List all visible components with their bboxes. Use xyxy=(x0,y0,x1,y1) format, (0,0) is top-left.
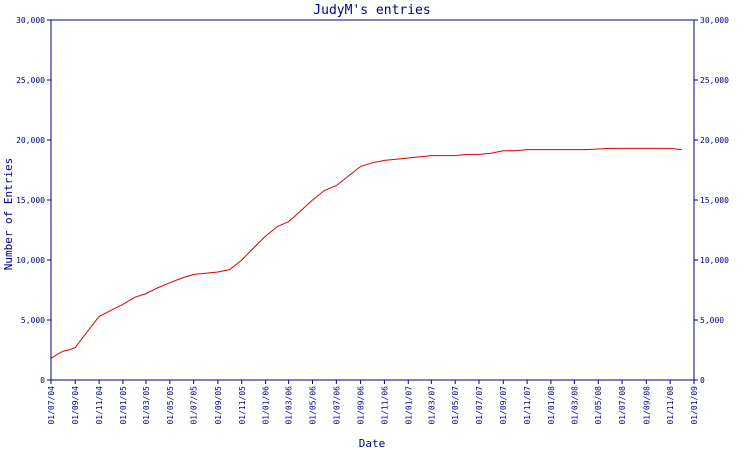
y-ticks-left: 0 5,000 10,000 15,000 20,000 25,000 30,000 xyxy=(16,16,51,385)
x-tick-label: 01/09/08 xyxy=(642,386,651,425)
y-tick-label-left: 10,000 xyxy=(16,256,45,265)
y-tick-label-left: 0 xyxy=(40,376,45,385)
y-tick-label-left: 30,000 xyxy=(16,16,45,25)
x-tick-label: 01/03/07 xyxy=(427,386,436,425)
y-tick-label-left: 20,000 xyxy=(16,136,45,145)
series-line xyxy=(50,147,682,359)
x-tick-label: 01/11/07 xyxy=(523,386,532,425)
x-tick-label: 01/11/04 xyxy=(95,386,104,425)
y-tick-label-right: 5,000 xyxy=(700,316,724,325)
x-axis-label: Date xyxy=(359,437,386,450)
x-tick-label: 01/11/05 xyxy=(238,386,247,425)
y-tick-label-right: 10,000 xyxy=(700,256,729,265)
x-tick-label: 01/03/08 xyxy=(570,386,579,425)
x-tick-label: 01/07/08 xyxy=(618,386,627,425)
x-tick-label: 01/01/06 xyxy=(262,386,271,425)
x-tick-label: 01/05/06 xyxy=(308,386,317,425)
x-tick-label: 01/09/05 xyxy=(214,386,223,425)
y-axis-label: Number of Entries xyxy=(2,158,15,271)
x-tick-label: 01/03/06 xyxy=(285,386,294,425)
x-tick-label: 01/01/05 xyxy=(119,386,128,425)
y-tick-label-right: 0 xyxy=(700,376,705,385)
y-tick-label-right: 30,000 xyxy=(700,16,729,25)
x-tick-label: 01/07/07 xyxy=(475,386,484,425)
y-tick-label-left: 5,000 xyxy=(21,316,45,325)
x-tick-label: 01/11/06 xyxy=(380,386,389,425)
x-ticks: 01/07/04 01/09/04 01/11/04 01/01/05 01/03/05… xyxy=(47,380,699,425)
x-tick-label: 01/01/09 xyxy=(690,386,699,425)
x-tick-label: 01/05/08 xyxy=(594,386,603,425)
y-tick-label-right: 15,000 xyxy=(700,196,729,205)
x-tick-label: 01/01/07 xyxy=(404,386,413,425)
plot-frame xyxy=(50,19,695,381)
x-tick-label: 01/07/04 xyxy=(47,386,56,425)
y-tick-label-right: 20,000 xyxy=(700,136,729,145)
x-tick-label: 01/03/05 xyxy=(142,386,151,425)
y-tick-label-left: 15,000 xyxy=(16,196,45,205)
x-tick-label: 01/07/05 xyxy=(190,386,199,425)
x-tick-label: 01/09/07 xyxy=(499,386,508,425)
x-tick-label: 01/09/06 xyxy=(357,386,366,425)
x-tick-label: 01/05/07 xyxy=(451,386,460,425)
chart-title: JudyM's entries xyxy=(313,3,430,18)
y-ticks-right: 0 5,000 10,000 15,000 20,000 25,000 30,000 xyxy=(694,16,729,385)
y-tick-label-left: 25,000 xyxy=(16,76,45,85)
x-tick-label: 01/07/06 xyxy=(332,386,341,425)
y-tick-label-right: 25,000 xyxy=(700,76,729,85)
x-tick-label: 01/09/04 xyxy=(71,386,80,425)
x-tick-label: 01/01/08 xyxy=(547,386,556,425)
x-tick-label: 01/11/08 xyxy=(666,386,675,425)
x-tick-label: 01/05/05 xyxy=(166,386,175,425)
